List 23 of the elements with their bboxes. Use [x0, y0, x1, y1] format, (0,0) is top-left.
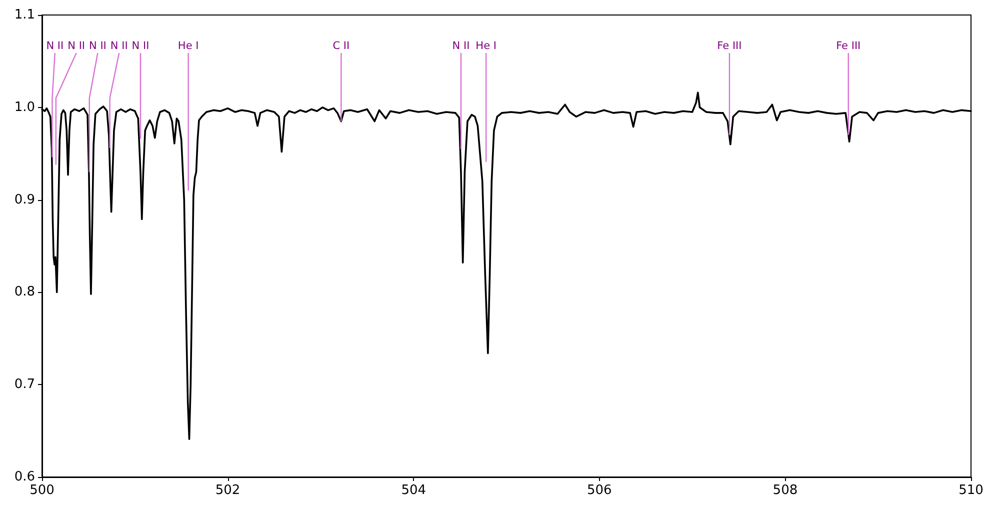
y-tick-label: 1.0 [14, 100, 35, 115]
x-tick-label: 504 [401, 483, 426, 498]
annotation: N II [89, 40, 106, 52]
annotation: N II [110, 40, 128, 52]
annotation: N II [452, 40, 470, 52]
x-tick-label: 508 [772, 483, 798, 498]
x-tick-label: 506 [586, 483, 612, 498]
annotation: Fe III [717, 40, 742, 52]
x-tick-label: 510 [958, 483, 984, 498]
annotation: N II [132, 40, 150, 52]
annotation: He I [178, 40, 199, 52]
y-tick-label: 0.7 [14, 377, 35, 392]
y-tick-label: 0.9 [14, 192, 35, 208]
annotation: Fe III [836, 40, 861, 52]
annotation: C II [332, 40, 350, 52]
x-tick-label: 502 [215, 483, 240, 498]
annotation: He I [476, 40, 496, 52]
annotation: N II [68, 40, 86, 52]
y-tick-label: 0.8 [14, 284, 35, 300]
y-tick-label: 1.1 [14, 8, 35, 22]
x-tick-label: 500 [30, 483, 54, 498]
y-tick-label: 0.6 [14, 470, 35, 484]
annotation: N II [46, 40, 64, 52]
